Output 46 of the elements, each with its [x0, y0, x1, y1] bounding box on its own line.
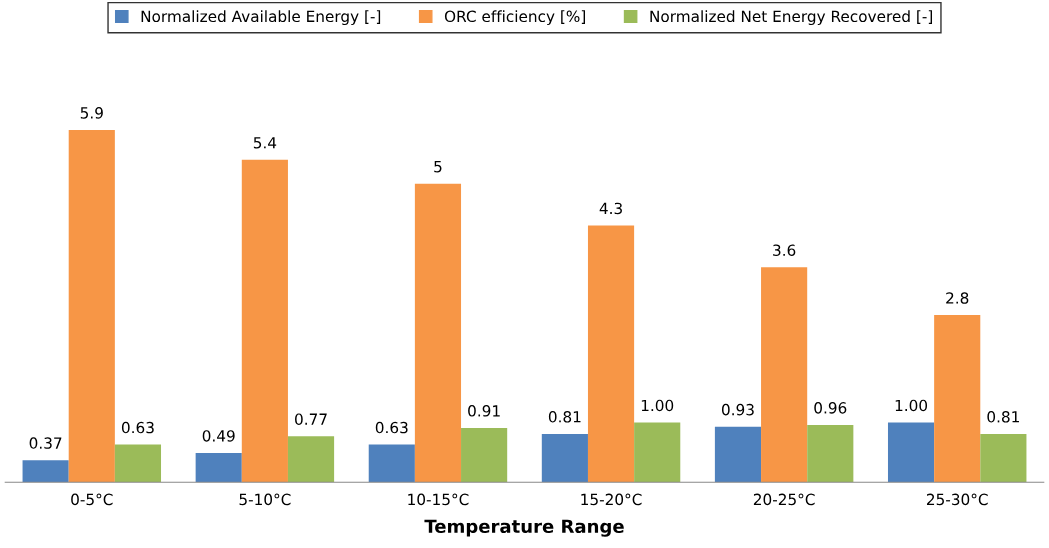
data-label: 4.3 — [599, 202, 622, 215]
bar — [634, 422, 681, 483]
data-label: 0.49 — [202, 430, 235, 442]
bar — [714, 426, 762, 483]
data-label: 0.81 — [987, 411, 1019, 423]
x-tick-label: 20-25°C — [753, 493, 815, 506]
bar — [68, 129, 115, 483]
data-label: 1.00 — [641, 399, 674, 412]
data-label: 5.9 — [80, 107, 103, 119]
legend-label: ORC efficiency [%] — [444, 10, 585, 26]
bar — [114, 444, 162, 483]
bar — [887, 422, 935, 483]
data-label: 5 — [434, 161, 442, 173]
data-label: 0.77 — [295, 413, 327, 425]
data-label: 2.8 — [946, 292, 969, 304]
bar — [195, 452, 242, 483]
bar — [287, 436, 335, 483]
x-tick-label: 10-15°C — [408, 493, 469, 506]
legend-label: Normalized Net Energy Recovered [-] — [650, 10, 932, 26]
data-label: 5.4 — [253, 137, 277, 149]
bar — [414, 183, 462, 483]
x-tick-label: 15-20°C — [581, 493, 642, 506]
data-label: 3.6 — [773, 244, 796, 256]
bar — [241, 159, 288, 483]
data-label: 0.91 — [468, 405, 500, 417]
bar — [807, 424, 854, 483]
bar — [461, 427, 508, 483]
data-label: 0.93 — [721, 403, 754, 416]
bar — [22, 460, 69, 483]
data-label: 0.96 — [814, 402, 847, 414]
bar — [934, 315, 981, 483]
data-label: 1.00 — [895, 399, 928, 412]
x-tick-label: 5-10°C — [239, 493, 291, 506]
legend-label: Normalized Available Energy [-] — [141, 10, 381, 26]
data-label: 0.63 — [375, 421, 408, 434]
bar — [980, 433, 1027, 483]
bar — [587, 225, 635, 483]
bar — [541, 433, 588, 483]
bar — [761, 267, 808, 483]
x-tick-label: 25-30°C — [926, 493, 988, 506]
data-label: 0.81 — [548, 411, 581, 423]
data-label: 0.37 — [29, 437, 62, 449]
x-tick-label: 0-5°C — [71, 493, 113, 506]
bar — [368, 444, 415, 483]
data-label: 0.63 — [121, 421, 154, 434]
x-axis-title: Temperature Range — [424, 519, 624, 537]
